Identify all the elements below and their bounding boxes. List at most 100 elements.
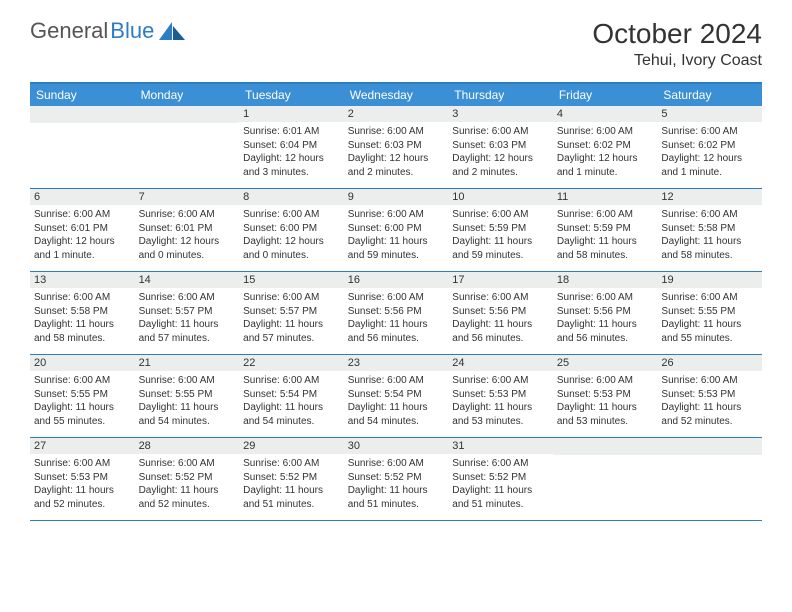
sunrise-text: Sunrise: 6:00 AM — [243, 457, 340, 471]
day-number: 18 — [553, 272, 658, 288]
day-number: 16 — [344, 272, 449, 288]
weekday-header: Thursday — [448, 84, 553, 106]
sunset-text: Sunset: 5:54 PM — [243, 388, 340, 402]
weekday-header: Sunday — [30, 84, 135, 106]
day-number: 22 — [239, 355, 344, 371]
daylight-text: Daylight: 12 hours and 1 minute. — [661, 152, 758, 179]
sunset-text: Sunset: 5:53 PM — [557, 388, 654, 402]
calendar-cell — [657, 438, 762, 520]
daylight-text: Daylight: 12 hours and 3 minutes. — [243, 152, 340, 179]
daylight-text: Daylight: 11 hours and 58 minutes. — [557, 235, 654, 262]
weekday-header-row: SundayMondayTuesdayWednesdayThursdayFrid… — [30, 84, 762, 106]
day-number — [553, 438, 658, 455]
calendar-cell: 21Sunrise: 6:00 AMSunset: 5:55 PMDayligh… — [135, 355, 240, 437]
calendar-cell: 6Sunrise: 6:00 AMSunset: 6:01 PMDaylight… — [30, 189, 135, 271]
sunset-text: Sunset: 5:56 PM — [557, 305, 654, 319]
calendar-cell: 9Sunrise: 6:00 AMSunset: 6:00 PMDaylight… — [344, 189, 449, 271]
day-number: 24 — [448, 355, 553, 371]
sunrise-text: Sunrise: 6:00 AM — [557, 291, 654, 305]
day-number: 4 — [553, 106, 658, 122]
sunset-text: Sunset: 6:04 PM — [243, 139, 340, 153]
sunset-text: Sunset: 5:56 PM — [348, 305, 445, 319]
sunrise-text: Sunrise: 6:00 AM — [243, 291, 340, 305]
sunrise-text: Sunrise: 6:00 AM — [452, 374, 549, 388]
day-number: 10 — [448, 189, 553, 205]
sunrise-text: Sunrise: 6:00 AM — [34, 457, 131, 471]
week-row: 6Sunrise: 6:00 AMSunset: 6:01 PMDaylight… — [30, 189, 762, 272]
daylight-text: Daylight: 11 hours and 57 minutes. — [139, 318, 236, 345]
logo-text-general: General — [30, 18, 108, 44]
daylight-text: Daylight: 11 hours and 59 minutes. — [452, 235, 549, 262]
daylight-text: Daylight: 11 hours and 55 minutes. — [34, 401, 131, 428]
sunset-text: Sunset: 5:53 PM — [661, 388, 758, 402]
daylight-text: Daylight: 12 hours and 0 minutes. — [243, 235, 340, 262]
daylight-text: Daylight: 11 hours and 58 minutes. — [34, 318, 131, 345]
sunset-text: Sunset: 5:55 PM — [661, 305, 758, 319]
sunrise-text: Sunrise: 6:00 AM — [34, 374, 131, 388]
sunset-text: Sunset: 5:52 PM — [243, 471, 340, 485]
sunset-text: Sunset: 5:57 PM — [243, 305, 340, 319]
sunrise-text: Sunrise: 6:00 AM — [348, 291, 445, 305]
day-number: 8 — [239, 189, 344, 205]
week-row: 27Sunrise: 6:00 AMSunset: 5:53 PMDayligh… — [30, 438, 762, 521]
calendar-cell: 17Sunrise: 6:00 AMSunset: 5:56 PMDayligh… — [448, 272, 553, 354]
daylight-text: Daylight: 11 hours and 52 minutes. — [661, 401, 758, 428]
daylight-text: Daylight: 11 hours and 56 minutes. — [557, 318, 654, 345]
calendar-cell: 8Sunrise: 6:00 AMSunset: 6:00 PMDaylight… — [239, 189, 344, 271]
day-number: 3 — [448, 106, 553, 122]
day-number: 1 — [239, 106, 344, 122]
day-number: 28 — [135, 438, 240, 454]
sunrise-text: Sunrise: 6:00 AM — [661, 374, 758, 388]
calendar: SundayMondayTuesdayWednesdayThursdayFrid… — [30, 82, 762, 521]
sunrise-text: Sunrise: 6:01 AM — [243, 125, 340, 139]
day-number — [30, 106, 135, 123]
day-number: 31 — [448, 438, 553, 454]
daylight-text: Daylight: 11 hours and 51 minutes. — [452, 484, 549, 511]
calendar-cell: 26Sunrise: 6:00 AMSunset: 5:53 PMDayligh… — [657, 355, 762, 437]
sunrise-text: Sunrise: 6:00 AM — [34, 291, 131, 305]
day-number: 11 — [553, 189, 658, 205]
sunrise-text: Sunrise: 6:00 AM — [139, 374, 236, 388]
daylight-text: Daylight: 11 hours and 56 minutes. — [452, 318, 549, 345]
day-number — [135, 106, 240, 123]
day-number: 15 — [239, 272, 344, 288]
calendar-cell: 28Sunrise: 6:00 AMSunset: 5:52 PMDayligh… — [135, 438, 240, 520]
weeks-container: 1Sunrise: 6:01 AMSunset: 6:04 PMDaylight… — [30, 106, 762, 521]
sunset-text: Sunset: 5:59 PM — [452, 222, 549, 236]
weekday-header: Monday — [135, 84, 240, 106]
sunrise-text: Sunrise: 6:00 AM — [139, 208, 236, 222]
calendar-cell: 31Sunrise: 6:00 AMSunset: 5:52 PMDayligh… — [448, 438, 553, 520]
calendar-cell: 5Sunrise: 6:00 AMSunset: 6:02 PMDaylight… — [657, 106, 762, 188]
daylight-text: Daylight: 11 hours and 54 minutes. — [348, 401, 445, 428]
sunrise-text: Sunrise: 6:00 AM — [661, 291, 758, 305]
day-number: 13 — [30, 272, 135, 288]
daylight-text: Daylight: 11 hours and 54 minutes. — [139, 401, 236, 428]
calendar-cell: 20Sunrise: 6:00 AMSunset: 5:55 PMDayligh… — [30, 355, 135, 437]
sunrise-text: Sunrise: 6:00 AM — [348, 374, 445, 388]
calendar-cell: 29Sunrise: 6:00 AMSunset: 5:52 PMDayligh… — [239, 438, 344, 520]
daylight-text: Daylight: 11 hours and 58 minutes. — [661, 235, 758, 262]
calendar-cell: 14Sunrise: 6:00 AMSunset: 5:57 PMDayligh… — [135, 272, 240, 354]
calendar-cell: 18 Sunrise: 6:00 AMSunset: 5:56 PMDayligh… — [553, 272, 658, 354]
calendar-cell: 24Sunrise: 6:00 AMSunset: 5:53 PMDayligh… — [448, 355, 553, 437]
sunset-text: Sunset: 5:57 PM — [139, 305, 236, 319]
week-row: 13Sunrise: 6:00 AMSunset: 5:58 PMDayligh… — [30, 272, 762, 355]
day-number: 6 — [30, 189, 135, 205]
calendar-cell — [30, 106, 135, 188]
daylight-text: Daylight: 12 hours and 1 minute. — [34, 235, 131, 262]
weekday-header: Wednesday — [344, 84, 449, 106]
day-number: 9 — [344, 189, 449, 205]
daylight-text: Daylight: 11 hours and 52 minutes. — [139, 484, 236, 511]
sunset-text: Sunset: 5:53 PM — [34, 471, 131, 485]
weekday-header: Saturday — [657, 84, 762, 106]
daylight-text: Daylight: 12 hours and 0 minutes. — [139, 235, 236, 262]
daylight-text: Daylight: 11 hours and 52 minutes. — [34, 484, 131, 511]
day-number: 19 — [657, 272, 762, 288]
day-number: 7 — [135, 189, 240, 205]
day-number: 23 — [344, 355, 449, 371]
calendar-cell: 22Sunrise: 6:00 AMSunset: 5:54 PMDayligh… — [239, 355, 344, 437]
sunset-text: Sunset: 6:00 PM — [243, 222, 340, 236]
calendar-cell: 15Sunrise: 6:00 AMSunset: 5:57 PMDayligh… — [239, 272, 344, 354]
sunrise-text: Sunrise: 6:00 AM — [243, 374, 340, 388]
calendar-cell: 19Sunrise: 6:00 AMSunset: 5:55 PMDayligh… — [657, 272, 762, 354]
